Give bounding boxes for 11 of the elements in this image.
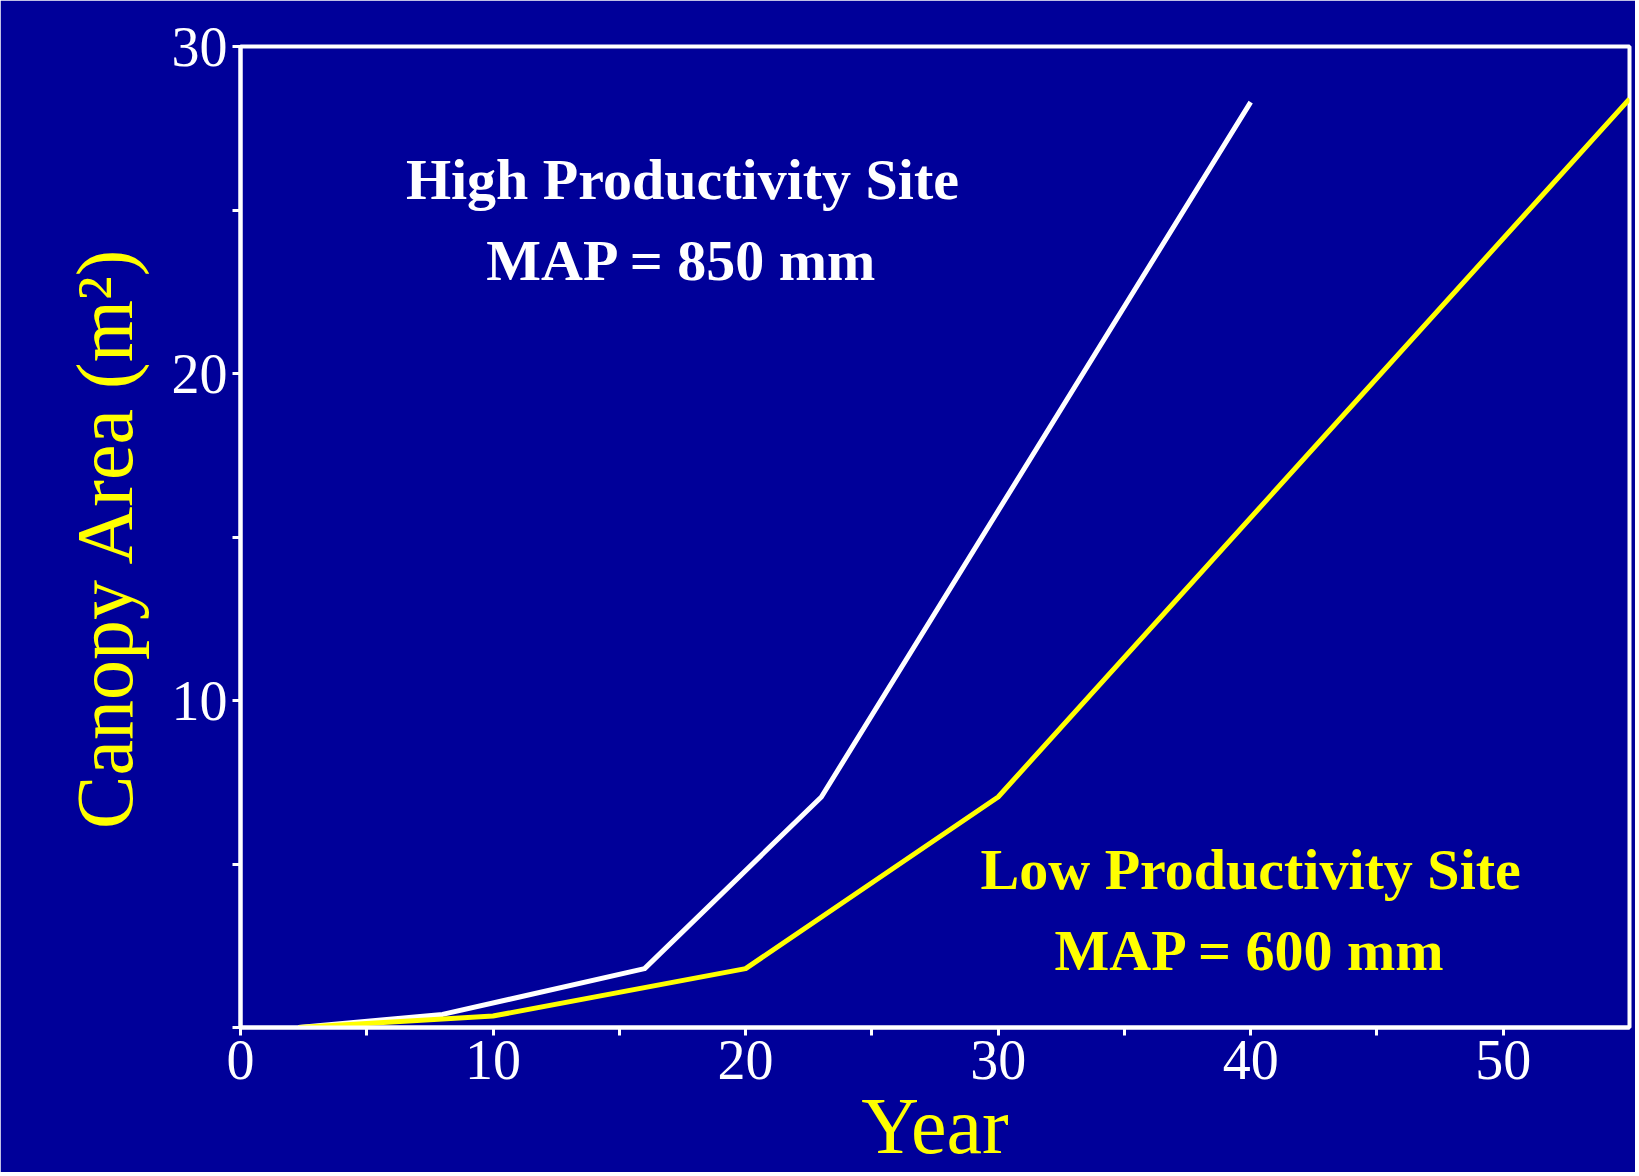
x-tick-label: 0	[226, 1028, 255, 1091]
x-tick-label: 50	[1475, 1028, 1532, 1091]
series-label: Low Productivity Site MAP = 600 mm	[980, 836, 1521, 983]
y-axis-title: Canopy Area (m²)	[60, 249, 150, 829]
y-tick-label: 10	[171, 669, 228, 732]
y-tick-label: 30	[171, 15, 228, 78]
y-tick-label: 20	[171, 342, 228, 405]
x-tick-label: 20	[717, 1028, 774, 1091]
x-tick-label: 40	[1222, 1028, 1279, 1091]
x-tick-label: 10	[465, 1028, 522, 1091]
text: High Productivity Site MAP = 850 mm	[405, 146, 960, 293]
